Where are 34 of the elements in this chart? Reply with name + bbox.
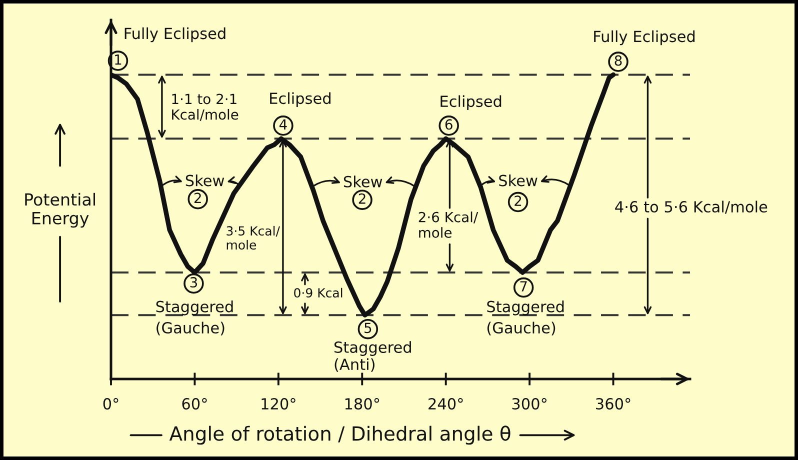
annotation: Fully Eclipsed bbox=[594, 30, 695, 46]
annotation: Skew bbox=[344, 176, 382, 188]
x-tick-label: 0° bbox=[103, 398, 118, 410]
annotation: Skew bbox=[499, 174, 538, 186]
annotation: 0·9 Kcal bbox=[294, 288, 342, 298]
annotation: 5 bbox=[364, 322, 372, 334]
annotation: Skew bbox=[186, 174, 224, 186]
annotation: 6 bbox=[445, 119, 452, 130]
x-tick-label: 240° bbox=[428, 398, 463, 410]
annotation: 4 bbox=[279, 119, 287, 130]
x-tick-label: 180° bbox=[345, 398, 380, 410]
annotation: 1·1 to 2·1 Kcal/mole bbox=[172, 94, 238, 121]
annotation: Staggered (Gauche) bbox=[487, 300, 564, 336]
annotation: Fully Eclipsed bbox=[124, 27, 226, 42]
y-axis-title: Potential Energy bbox=[25, 192, 95, 228]
annotation: 3·5 Kcal/ mole bbox=[226, 226, 280, 250]
annotation: 1 bbox=[115, 54, 122, 65]
x-tick-label: 360° bbox=[596, 398, 630, 410]
annotation: 2 bbox=[194, 192, 201, 203]
annotation: Eclipsed bbox=[440, 95, 502, 110]
annotation: 3 bbox=[190, 277, 198, 288]
x-tick-label: 300° bbox=[512, 398, 546, 410]
annotation: 7 bbox=[520, 281, 527, 292]
annotation: Eclipsed bbox=[270, 92, 330, 108]
annotation: 8 bbox=[614, 55, 622, 66]
x-axis-title: Angle of rotation / Dihedral angle θ bbox=[169, 426, 510, 445]
annotation: Staggered (Anti) bbox=[334, 341, 411, 372]
x-tick-label: 60° bbox=[182, 398, 207, 410]
annotation: 2 bbox=[514, 196, 522, 206]
annotation: Staggered (Gauche) bbox=[156, 300, 233, 336]
annotation: 2·6 Kcal/ mole bbox=[418, 212, 478, 238]
annotation: 2 bbox=[358, 193, 366, 204]
x-tick-label: 120° bbox=[262, 398, 296, 410]
annotation: 4·6 to 5·6 Kcal/mole bbox=[615, 200, 768, 214]
